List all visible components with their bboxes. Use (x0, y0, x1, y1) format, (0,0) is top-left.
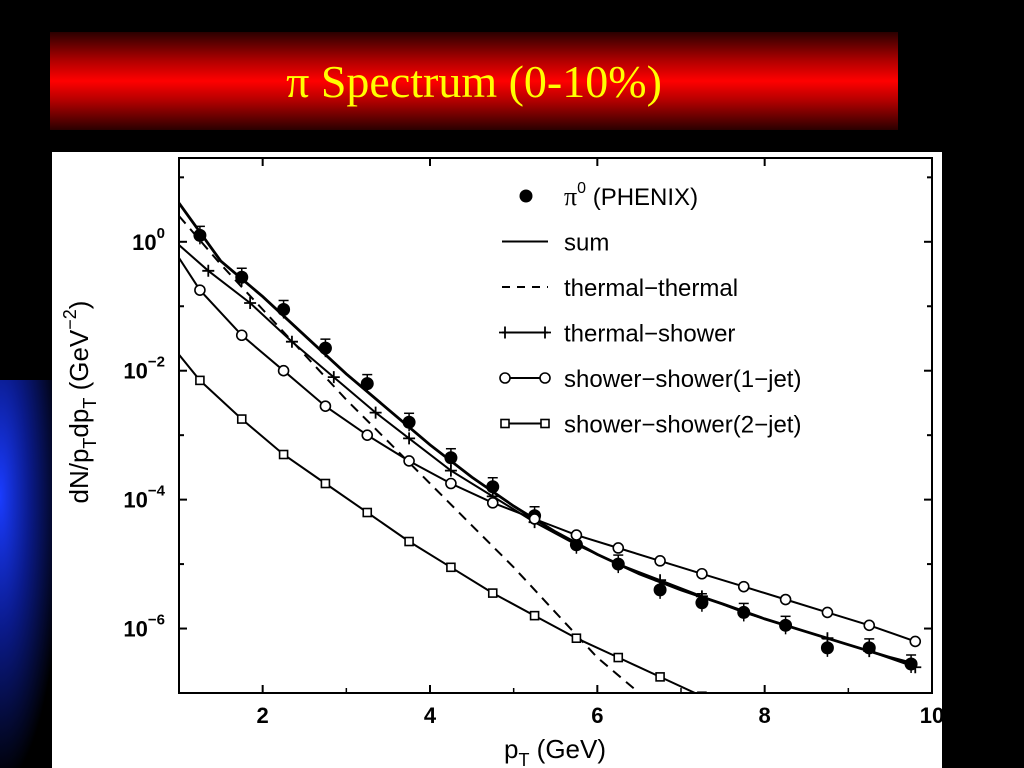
legend-label: shower−shower(1−jet) (564, 366, 801, 393)
series-marker (863, 645, 876, 658)
series-marker (244, 297, 257, 310)
series-marker (863, 619, 876, 632)
series-marker (403, 455, 415, 467)
series-marker (486, 497, 499, 509)
series-marker (613, 652, 624, 663)
data-point (360, 377, 374, 391)
legend-marker (500, 418, 510, 429)
series-marker (779, 593, 792, 606)
series-marker (695, 590, 708, 603)
x-tick-label: 8 (759, 703, 771, 728)
data-point (444, 451, 458, 465)
series-marker (570, 529, 583, 541)
series-marker (361, 429, 374, 441)
series-marker (446, 562, 456, 573)
series-marker (194, 284, 206, 296)
series-marker (654, 574, 667, 587)
y-axis-label: dN/pTdpT (GeV−2) (60, 301, 100, 504)
series-marker (737, 606, 750, 619)
background-glow (0, 380, 60, 768)
series-line (179, 353, 698, 693)
series-marker (362, 507, 373, 518)
legend-item: shower−shower(1−jet) (499, 366, 801, 393)
x-tick-label: 4 (424, 703, 437, 728)
x-axis-label: pT (GeV) (504, 734, 606, 768)
legend-marker (499, 372, 511, 384)
series-marker (612, 542, 625, 554)
series-marker (235, 329, 248, 342)
data-point (653, 583, 667, 597)
series-group (179, 202, 922, 716)
series-marker (320, 478, 331, 489)
series-marker (404, 536, 414, 547)
y-tick-label: 10−4 (123, 483, 165, 513)
legend-label: thermal−shower (564, 321, 735, 348)
series-marker (612, 558, 625, 571)
legend-background (492, 170, 924, 452)
series-marker (528, 513, 541, 525)
series-marker (403, 432, 416, 445)
legend-item: thermal−thermal (502, 275, 738, 302)
series-4 (179, 257, 922, 648)
title-banner: π Spectrum (0-10%) (50, 32, 898, 130)
series-marker (655, 672, 665, 682)
x-tick-label: 6 (591, 703, 603, 728)
data-point (820, 641, 834, 655)
legend-marker (499, 326, 511, 339)
series-marker (697, 691, 707, 693)
series-marker (779, 619, 792, 632)
series-marker (487, 588, 498, 598)
series-marker (195, 375, 205, 386)
series-marker (369, 406, 382, 419)
legend-item: π0 (PHENIX) (519, 180, 698, 211)
chart-svg: 2 4 6 8 10 100 10−2 10−4 10−6 π0 (PHENIX) sum ther… (60, 157, 942, 768)
legend-marker (519, 189, 533, 203)
slide-title: π Spectrum (0-10%) (286, 55, 662, 107)
series-marker (202, 264, 215, 277)
data-point (318, 341, 332, 355)
data-point (277, 302, 291, 316)
series-marker (278, 449, 289, 460)
legend-label: sum (564, 230, 609, 257)
series-5 (179, 353, 748, 716)
legend-label: shower−shower(2−jet) (564, 412, 801, 439)
series-marker (740, 708, 748, 716)
series-marker (909, 635, 922, 648)
series-marker (696, 567, 708, 580)
series-marker (236, 414, 247, 424)
series-marker (821, 606, 834, 619)
series-marker (444, 464, 457, 477)
legend-marker (539, 372, 551, 384)
series-marker (327, 371, 340, 384)
series-marker (319, 400, 332, 412)
series-marker (571, 633, 582, 644)
y-tick-label: 10−6 (123, 612, 165, 642)
x-tick-label: 10 (920, 703, 942, 728)
series-marker (445, 477, 457, 490)
legend-item: sum (502, 230, 609, 257)
plot-frame (178, 157, 933, 694)
series-marker (909, 661, 922, 674)
legend-marker (539, 326, 551, 339)
legend-marker (540, 418, 550, 429)
legend-label: π0 (PHENIX) (564, 180, 698, 211)
series-marker (737, 580, 750, 593)
y-tick-label: 100 (132, 225, 165, 255)
x-tick-label: 2 (257, 703, 269, 728)
series-marker (285, 335, 298, 348)
plot-panel: 2 4 6 8 10 100 10−2 10−4 10−6 π0 (PHENIX) sum ther… (52, 152, 942, 768)
y-tick-label: 10−2 (123, 354, 165, 384)
legend-item: shower−shower(2−jet) (500, 412, 801, 439)
series-marker (529, 610, 540, 621)
series-marker (277, 364, 290, 377)
series-marker (821, 632, 834, 645)
series-marker (654, 555, 666, 567)
legend-label: thermal−thermal (564, 275, 738, 302)
legend-item: thermal−shower (499, 321, 735, 348)
